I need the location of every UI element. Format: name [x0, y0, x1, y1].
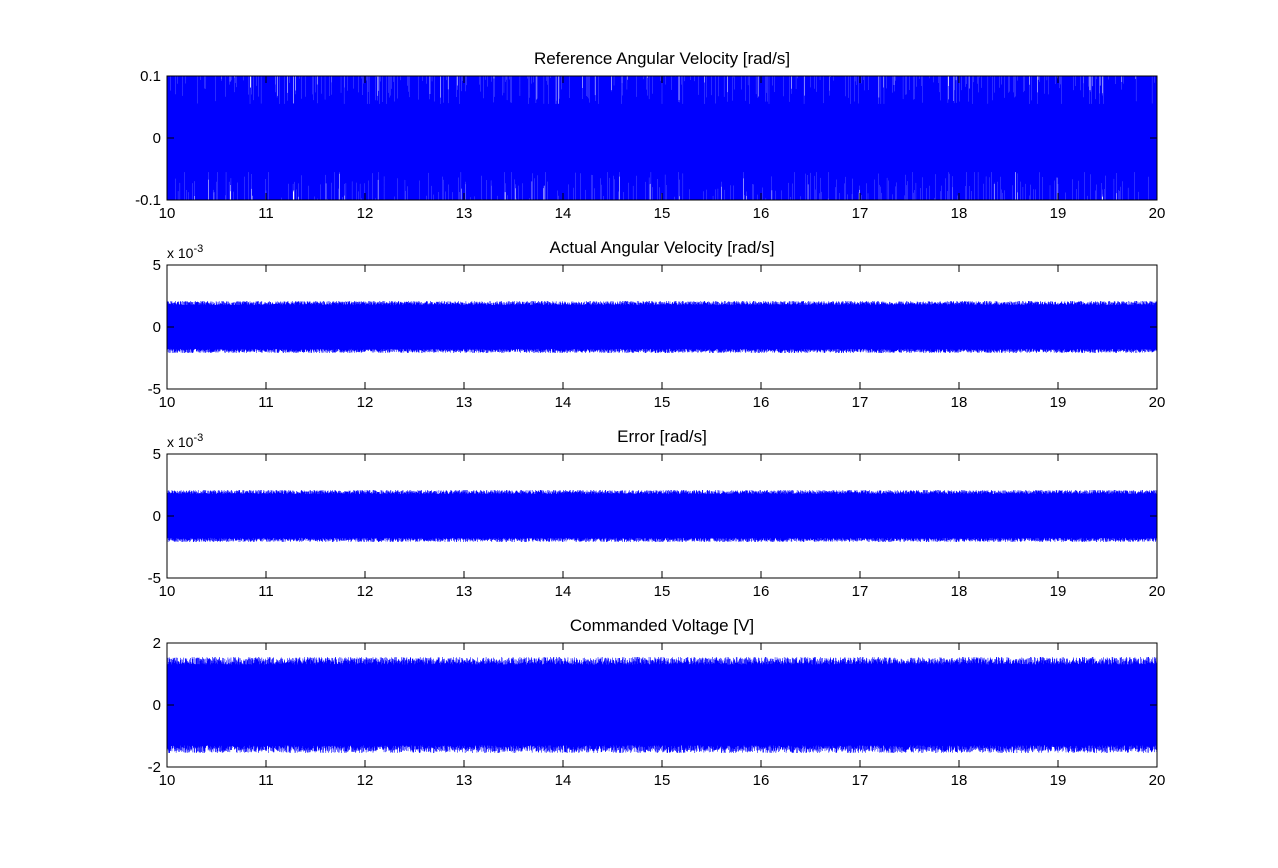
- x-tick-label: 16: [753, 205, 770, 222]
- x-tick-label: 13: [456, 583, 473, 600]
- x-tick-label: 11: [258, 772, 274, 789]
- x-tick-label: 12: [357, 772, 374, 789]
- y-tick-label: -0.1: [135, 192, 161, 209]
- y-tick-label: 0: [153, 697, 161, 714]
- y-exponent-label: x 10-3: [167, 432, 203, 450]
- x-tick-label: 13: [456, 772, 473, 789]
- x-tick-label: 16: [753, 394, 770, 411]
- x-tick-label: 19: [1050, 772, 1067, 789]
- x-tick-label: 10: [159, 205, 176, 222]
- y-exponent-label: x 10-3: [167, 243, 203, 261]
- subplot-title: Error [rad/s]: [617, 427, 707, 446]
- x-tick-label: 15: [654, 772, 671, 789]
- y-tick-label: 0: [153, 319, 161, 336]
- y-tick-label: 2: [153, 635, 161, 652]
- x-tick-label: 14: [555, 205, 572, 222]
- x-tick-label: 12: [357, 583, 374, 600]
- x-tick-label: 10: [159, 583, 176, 600]
- y-tick-label: 5: [153, 446, 161, 463]
- x-tick-label: 17: [852, 205, 869, 222]
- y-tick-label: 0: [153, 508, 161, 525]
- x-tick-label: 20: [1149, 583, 1166, 600]
- x-tick-label: 19: [1050, 583, 1067, 600]
- x-tick-label: 14: [555, 394, 572, 411]
- y-tick-label: -5: [148, 570, 161, 587]
- x-tick-label: 12: [357, 205, 374, 222]
- subplot-3: 10 11 12 13 14 15 16 17 18 19 20 -5 0 5 x 10-3 Error [r…: [148, 427, 1166, 600]
- x-tick-label: 15: [654, 394, 671, 411]
- x-tick-label: 12: [357, 394, 374, 411]
- series-1: [167, 656, 1157, 754]
- subplot-1: 10 11 12 13 14 15 16 17 18 19 20 -0.1 0 0.1 Reference …: [135, 49, 1165, 222]
- x-tick-label: 19: [1050, 394, 1067, 411]
- series-1: [167, 300, 1157, 354]
- x-tick-label: 10: [159, 772, 176, 789]
- y-tick-label: 0: [153, 130, 161, 147]
- x-tick-label: 14: [555, 772, 572, 789]
- x-tick-label: 16: [753, 583, 770, 600]
- series-band: [167, 494, 1157, 538]
- x-tick-label: 18: [951, 205, 968, 222]
- x-tick-label: 16: [753, 772, 770, 789]
- y-tick-label: -2: [148, 759, 161, 776]
- subplot-title: Reference Angular Velocity [rad/s]: [534, 49, 790, 68]
- series-1: [167, 489, 1157, 543]
- x-tick-label: 20: [1149, 772, 1166, 789]
- x-tick-label: 11: [258, 205, 274, 222]
- subplot-title: Actual Angular Velocity [rad/s]: [550, 238, 775, 257]
- series-1: [167, 76, 1157, 200]
- x-tick-label: 11: [258, 583, 274, 600]
- series-band: [167, 665, 1157, 745]
- x-tick-label: 19: [1050, 205, 1067, 222]
- x-tick-label: 17: [852, 583, 869, 600]
- series-band: [167, 305, 1157, 349]
- x-tick-label: 20: [1149, 205, 1166, 222]
- y-tick-label: 0.1: [140, 68, 161, 85]
- x-tick-label: 17: [852, 394, 869, 411]
- x-tick-label: 18: [951, 394, 968, 411]
- subplot-title: Commanded Voltage [V]: [570, 616, 754, 635]
- x-tick-label: 11: [258, 394, 274, 411]
- subplot-4: 10 11 12 13 14 15 16 17 18 19 20 -2 0 2 Commanded Volt…: [148, 616, 1166, 789]
- x-tick-label: 14: [555, 583, 572, 600]
- x-tick-label: 15: [654, 205, 671, 222]
- y-tick-label: -5: [148, 381, 161, 398]
- y-tick-label: 5: [153, 257, 161, 274]
- series-band: [167, 103, 1157, 173]
- x-tick-label: 13: [456, 205, 473, 222]
- x-tick-label: 13: [456, 394, 473, 411]
- x-tick-label: 18: [951, 583, 968, 600]
- x-tick-label: 20: [1149, 394, 1166, 411]
- x-tick-label: 15: [654, 583, 671, 600]
- x-tick-label: 17: [852, 772, 869, 789]
- x-tick-label: 10: [159, 394, 176, 411]
- x-tick-label: 18: [951, 772, 968, 789]
- subplot-2: 10 11 12 13 14 15 16 17 18 19 20 -5 0 5 x 10-3 Actual A…: [148, 238, 1166, 411]
